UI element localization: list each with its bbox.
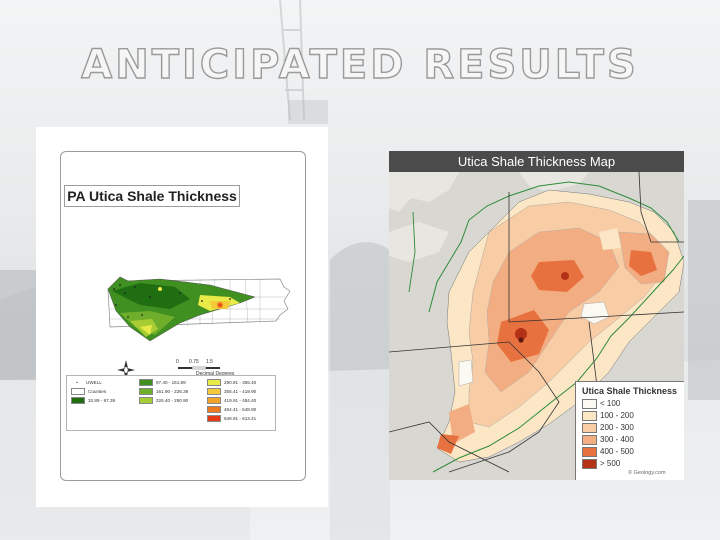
- utica-thickness-map-panel: Utica Shale Thickness Map: [389, 151, 684, 480]
- legend-item: Counties: [71, 388, 107, 396]
- legend-swatch: [139, 379, 153, 387]
- scale-tick-1: 0.75: [189, 359, 199, 365]
- legend-label: 161.90 - 226.39: [156, 389, 189, 394]
- legend-label: 484.41 - 548.90: [224, 407, 257, 412]
- legend-item: 419.91 - 484.40: [207, 397, 257, 405]
- legend-swatch: [71, 397, 85, 405]
- legend-label: UWELL: [86, 380, 102, 385]
- pa-map-legend: • UWELL Counties 32.89 - 97.39 97.40 - 16…: [66, 375, 276, 431]
- legend-label: 226.40 - 290.90: [156, 398, 189, 403]
- scale-unit: Decimal Degrees: [196, 371, 235, 377]
- legend-label: 355.41 - 419.90: [224, 389, 257, 394]
- legend-swatch: [207, 388, 221, 396]
- legend-swatch: [207, 397, 221, 405]
- legend-label: 548.91 - 613.41: [224, 416, 257, 421]
- legend-swatch: [207, 379, 221, 387]
- legend-label: 290.91 - 355.40: [224, 380, 257, 385]
- legend-label: 300 - 400: [600, 435, 634, 444]
- legend-label: 400 - 500: [600, 447, 634, 456]
- legend-swatch: [582, 435, 597, 445]
- legend-label: < 100: [600, 399, 621, 408]
- legend-label: 100 - 200: [600, 411, 634, 420]
- legend-swatch: [71, 388, 85, 396]
- legend-row: 400 - 500: [582, 447, 634, 457]
- legend-label: > 500: [600, 459, 621, 468]
- scale-tick-2: 1.5: [206, 359, 213, 365]
- legend-swatch: [139, 388, 153, 396]
- legend-swatch: [207, 415, 221, 423]
- legend-item: 355.41 - 419.90: [207, 388, 257, 396]
- legend-row: 100 - 200: [582, 411, 634, 421]
- scale-bar: 0 0.75 1.5 Decimal Degrees: [176, 359, 236, 377]
- legend-swatch: [139, 397, 153, 405]
- legend-swatch: [582, 423, 597, 433]
- pa-thickness-map-panel: PA Utica Shale Thickness: [36, 127, 328, 507]
- legend-row: < 100: [582, 399, 621, 409]
- legend-swatch: [582, 411, 597, 421]
- pa-map-title: PA Utica Shale Thickness: [64, 185, 240, 207]
- legend-label: 32.89 - 97.39: [88, 398, 116, 403]
- map-credit: © Geology.com: [628, 470, 666, 476]
- map-header-bar: [389, 151, 684, 172]
- legend-row: 300 - 400: [582, 435, 634, 445]
- legend-swatch: [582, 399, 597, 409]
- legend-item: • UWELL: [76, 380, 102, 385]
- utica-map-title: Utica Shale Thickness Map: [457, 154, 616, 169]
- legend-label: 200 - 300: [600, 423, 634, 432]
- legend-label: 419.91 - 484.40: [224, 398, 257, 403]
- legend-item: 97.40 - 161.89: [139, 379, 186, 387]
- legend-swatch: [582, 459, 597, 469]
- legend-item: 161.90 - 226.39: [139, 388, 189, 396]
- pa-map-graphic: [107, 276, 290, 342]
- legend-label: 97.40 - 161.89: [156, 380, 186, 385]
- legend-row: 200 - 300: [582, 423, 634, 433]
- slide-title: ANTICIPATED RESULTS: [81, 41, 639, 88]
- north-arrow-icon: [117, 360, 135, 380]
- legend-item: 484.41 - 548.90: [207, 406, 257, 414]
- utica-map-legend: Utica Shale Thickness < 100 100 - 200 20…: [575, 381, 684, 480]
- legend-item: 290.91 - 355.40: [207, 379, 257, 387]
- legend-label: Counties: [88, 389, 107, 394]
- legend-row: > 500: [582, 459, 621, 469]
- legend-item: 548.91 - 613.41: [207, 415, 257, 423]
- legend-item: 32.89 - 97.39: [71, 397, 116, 405]
- legend-title: Utica Shale Thickness: [582, 386, 678, 396]
- legend-swatch: [207, 406, 221, 414]
- legend-item: 226.40 - 290.90: [139, 397, 189, 405]
- scale-tick-0: 0: [176, 359, 179, 365]
- legend-swatch: [582, 447, 597, 457]
